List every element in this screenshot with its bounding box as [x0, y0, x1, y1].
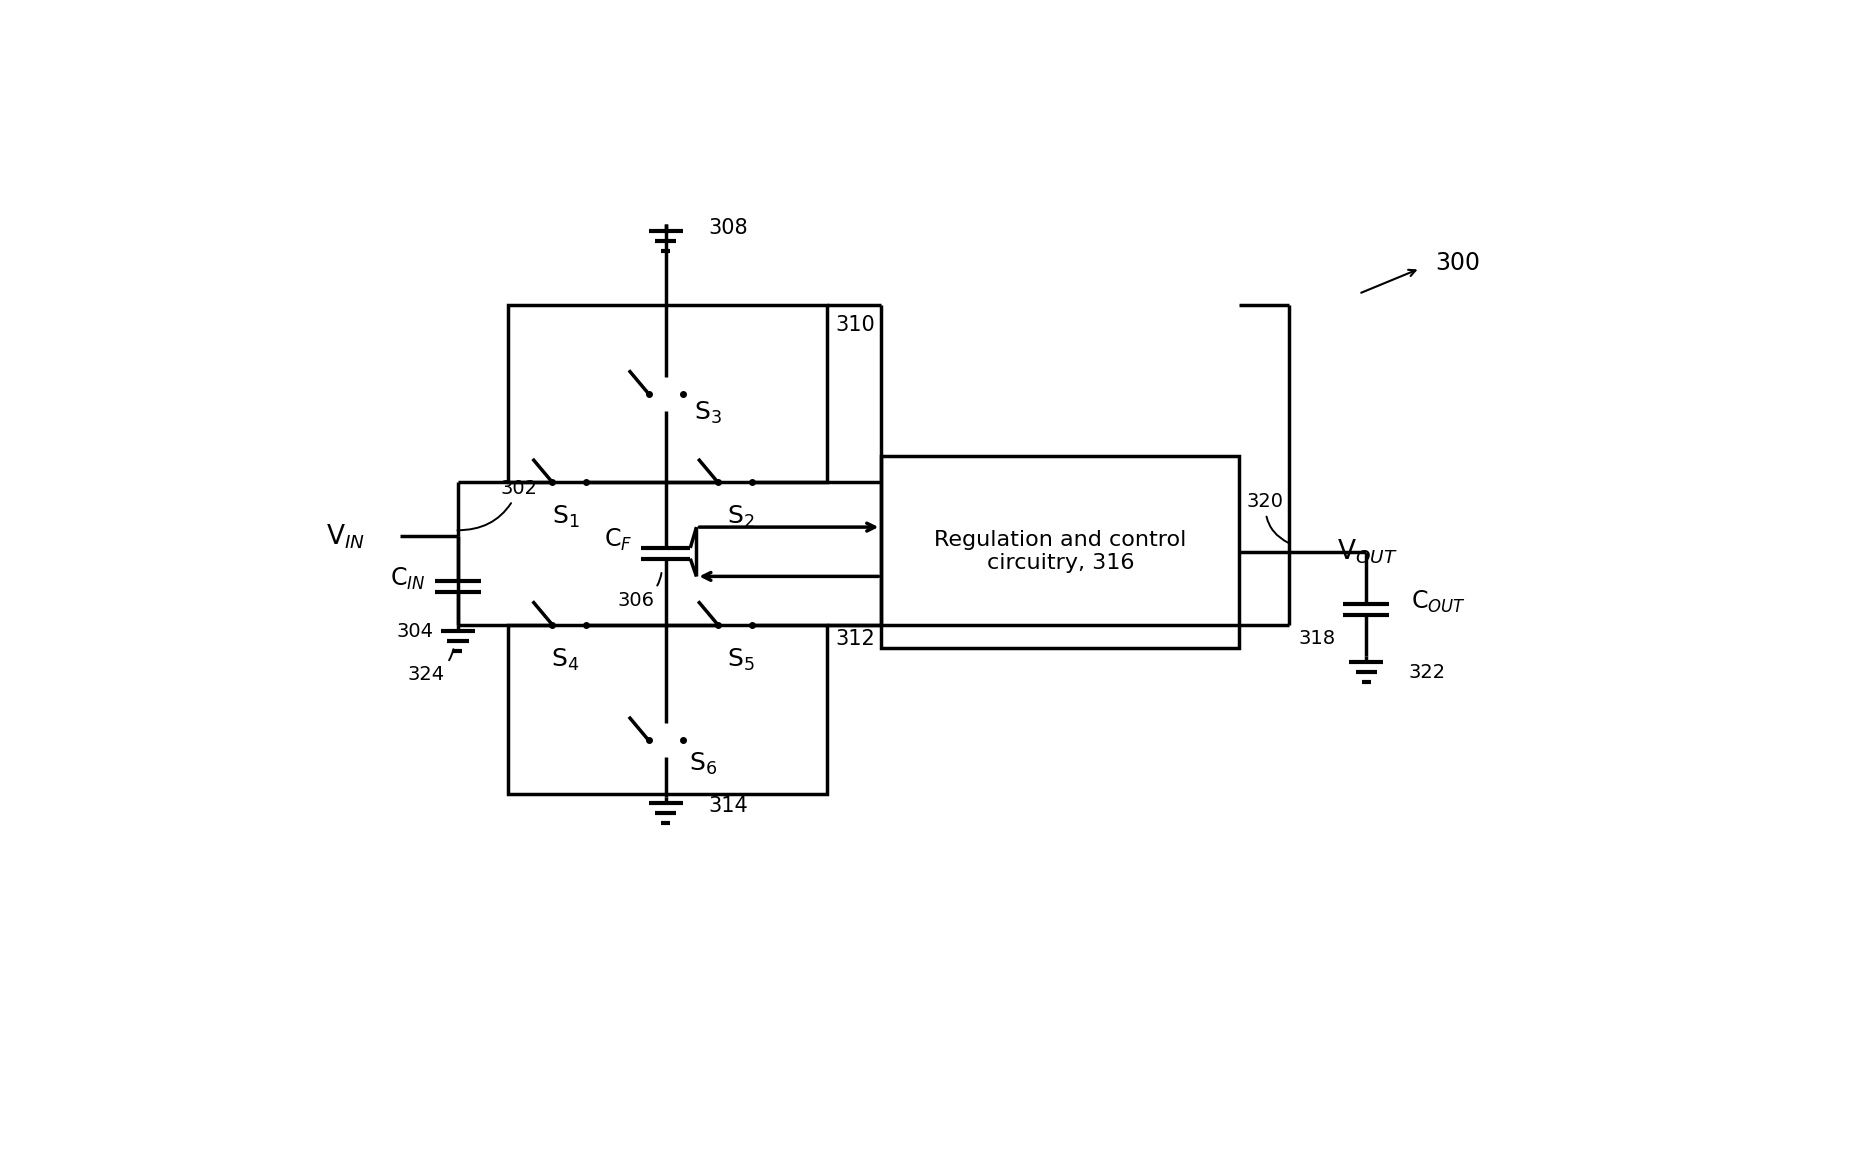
Text: 300: 300: [1435, 250, 1480, 275]
Text: S$_1$: S$_1$: [551, 504, 579, 530]
Text: 324: 324: [407, 649, 454, 684]
Text: S$_6$: S$_6$: [688, 750, 716, 777]
Text: S$_3$: S$_3$: [693, 400, 721, 426]
Text: S$_5$: S$_5$: [727, 647, 755, 672]
Text: C$_{IN}$: C$_{IN}$: [391, 565, 426, 592]
Text: 308: 308: [708, 218, 748, 239]
Text: 320: 320: [1247, 492, 1288, 543]
Text: Regulation and control
circuitry, 316: Regulation and control circuitry, 316: [934, 530, 1187, 573]
Text: S$_4$: S$_4$: [551, 647, 579, 672]
Text: 312: 312: [835, 629, 875, 649]
Text: 322: 322: [1409, 663, 1447, 683]
Text: 318: 318: [1299, 629, 1336, 648]
Text: S$_2$: S$_2$: [727, 504, 755, 530]
Text: 302: 302: [458, 479, 536, 530]
Text: V$_{IN}$: V$_{IN}$: [327, 522, 364, 551]
Text: C$_{OUT}$: C$_{OUT}$: [1411, 588, 1465, 615]
Bar: [508, 305, 828, 482]
Text: C$_{F}$: C$_{F}$: [604, 527, 632, 552]
Bar: [882, 456, 1239, 648]
Text: 304: 304: [396, 622, 434, 641]
Text: 310: 310: [835, 315, 875, 334]
Text: V$_{OUT}$: V$_{OUT}$: [1336, 537, 1398, 566]
Text: 306: 306: [619, 573, 662, 609]
Bar: [508, 624, 828, 795]
Text: 314: 314: [708, 796, 748, 815]
